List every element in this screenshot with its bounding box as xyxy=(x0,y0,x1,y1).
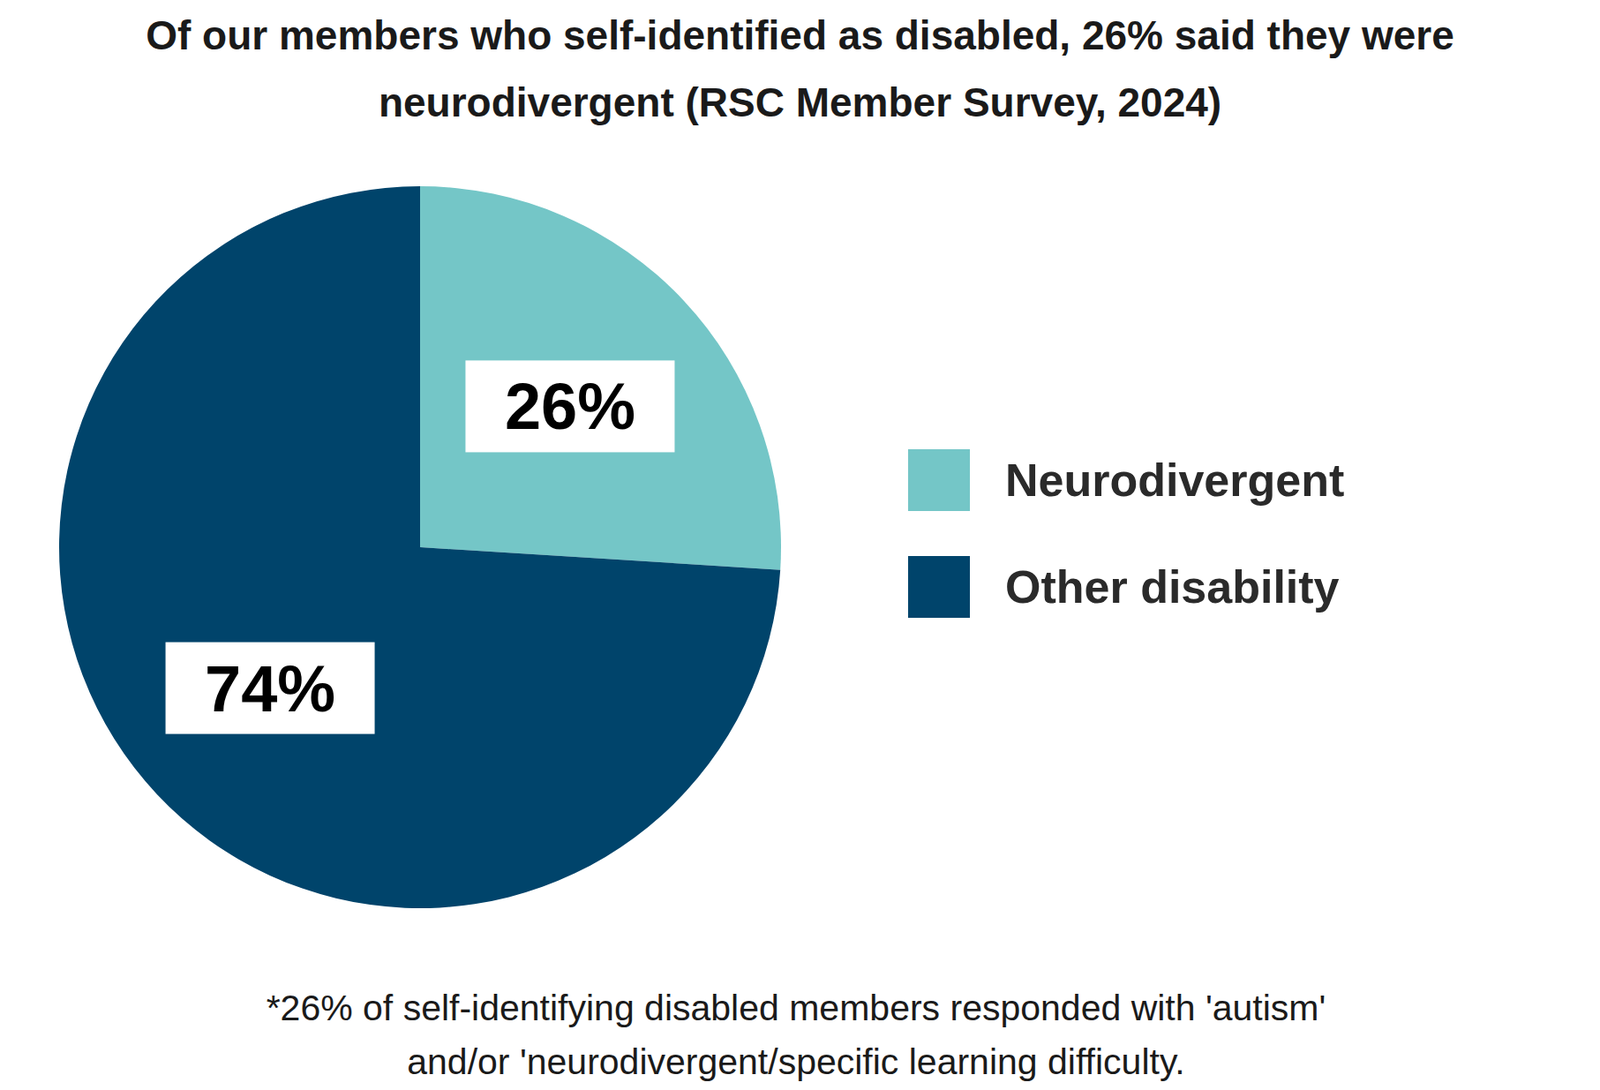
data-label: 26% xyxy=(504,369,636,444)
pie-slice xyxy=(59,186,781,909)
chart: 26% 74% Neurodivergent Other disability xyxy=(0,0,1600,1090)
label-box xyxy=(465,360,675,452)
data-label: 74% xyxy=(204,652,336,726)
label-box xyxy=(165,642,376,735)
slices xyxy=(59,186,782,909)
legend-label: Neurodivergent xyxy=(1005,454,1345,506)
legend-swatch xyxy=(908,555,970,618)
data-labels: 26% 74% xyxy=(165,360,676,734)
pie-slice xyxy=(420,186,782,571)
title: Of our members who self-identified as di… xyxy=(35,1,1565,136)
legend-swatch xyxy=(908,449,970,511)
legend-label: Other disability xyxy=(1005,561,1340,613)
footnote: *26% of self-identifying disabled member… xyxy=(231,981,1361,1090)
legend: Neurodivergent Other disability xyxy=(908,449,1345,618)
